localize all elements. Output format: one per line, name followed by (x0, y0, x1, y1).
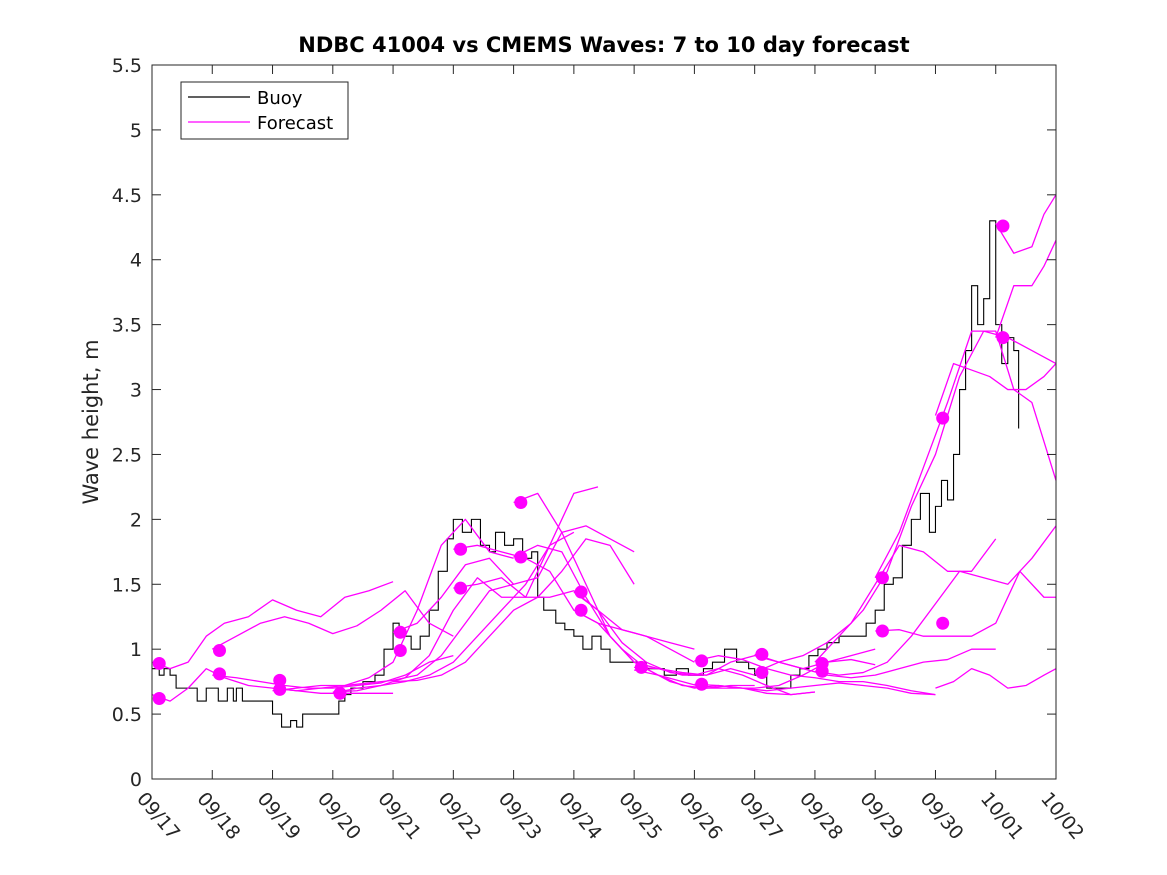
axes-box (151, 64, 1057, 780)
buoy-series (152, 220, 1020, 728)
forecast-line-30 (995, 239, 1057, 338)
forecast-marker (996, 219, 1010, 233)
forecast-line-17 (634, 655, 876, 676)
forecast-line-25 (874, 330, 1057, 579)
forecast-marker (936, 616, 950, 630)
forecast-marker (273, 673, 287, 687)
forecast-line-27 (934, 362, 1057, 416)
forecast-line-29 (995, 194, 1057, 254)
forecast-line-19 (694, 655, 936, 696)
y-tick-label: 3 (130, 380, 142, 402)
y-tick-label: 5 (130, 120, 142, 142)
forecast-line-10 (393, 538, 635, 683)
y-tick-label: 0.5 (112, 704, 142, 726)
forecast-marker (393, 643, 407, 657)
y-axis: 0 0.5 1 1.5 2 2.5 3 3.5 4 4.5 5 5.5 (112, 55, 1056, 791)
buoy-line (152, 220, 1020, 728)
legend-buoy-label: Buoy (257, 88, 303, 109)
forecast-marker (815, 664, 829, 678)
y-tick-label: 4 (130, 250, 142, 272)
axes-background (152, 65, 1056, 779)
forecast-marker (273, 682, 287, 696)
legend: Buoy Forecast (180, 81, 349, 140)
forecast-marker (514, 550, 528, 564)
forecast-line-3 (211, 590, 454, 650)
forecast-line-9 (392, 525, 635, 633)
forecast-marker (393, 625, 407, 639)
y-tick-label: 0 (130, 769, 142, 791)
forecast-marker (875, 571, 889, 585)
forecast-marker (454, 542, 468, 556)
forecast-line-14 (513, 544, 755, 676)
forecast-marker (574, 603, 588, 617)
legend-box (180, 81, 349, 140)
forecast-line-18 (633, 648, 876, 689)
forecast-marker (996, 331, 1010, 345)
chart-title: NDBC 41004 vs CMEMS Waves: 7 to 10 day f… (298, 33, 909, 57)
forecast-line-24 (814, 525, 1057, 676)
forecast-line-15 (573, 591, 816, 696)
forecast-line-1 (151, 668, 394, 702)
y-tick-label: 3.5 (112, 315, 142, 337)
plot-area: 00.511.522.533.544.555.5 09/17 09/18 09/19… (112, 55, 1088, 844)
y-tick-label: 2.5 (112, 444, 142, 466)
forecast-line-16 (573, 609, 816, 696)
forecast-line-8 (332, 531, 575, 694)
forecast-line-12 (453, 577, 695, 650)
forecast-marker (755, 647, 769, 661)
forecast-line-26 (875, 570, 1056, 637)
y-tick-label: 4.5 (112, 185, 142, 207)
forecast-marker (333, 686, 347, 700)
forecast-marker (574, 585, 588, 599)
forecast-markers (152, 219, 1010, 706)
forecast-line-21 (754, 648, 996, 679)
y-tick-label: 5.5 (112, 55, 142, 77)
forecast-marker (454, 581, 468, 595)
forecast-line-22 (754, 538, 997, 674)
forecast-marker (514, 495, 528, 509)
forecast-marker (695, 677, 709, 691)
forecast-marker (212, 667, 226, 681)
forecast-marker (634, 660, 648, 674)
forecast-marker (755, 666, 769, 680)
forecast-marker (875, 624, 889, 638)
forecast-marker (936, 411, 950, 425)
y-tick-label: 1.5 (112, 574, 142, 596)
y-tick-label: 1 (130, 639, 142, 661)
forecast-line-2 (151, 581, 394, 670)
forecast-line-20 (694, 682, 936, 696)
forecast-marker (152, 656, 166, 670)
forecast-marker (212, 643, 226, 657)
y-tick-label: 2 (130, 509, 142, 531)
forecast-line-6 (272, 583, 514, 692)
y-axis-label: Wave height, m (79, 339, 103, 504)
forecast-line-28 (935, 668, 1057, 689)
forecast-series-group (151, 194, 1057, 702)
legend-forecast-label: Forecast (257, 113, 333, 134)
forecast-line-23 (814, 330, 1057, 663)
forecast-marker (152, 692, 166, 706)
forecast-marker (695, 654, 709, 668)
forecast-line-5 (272, 518, 514, 692)
